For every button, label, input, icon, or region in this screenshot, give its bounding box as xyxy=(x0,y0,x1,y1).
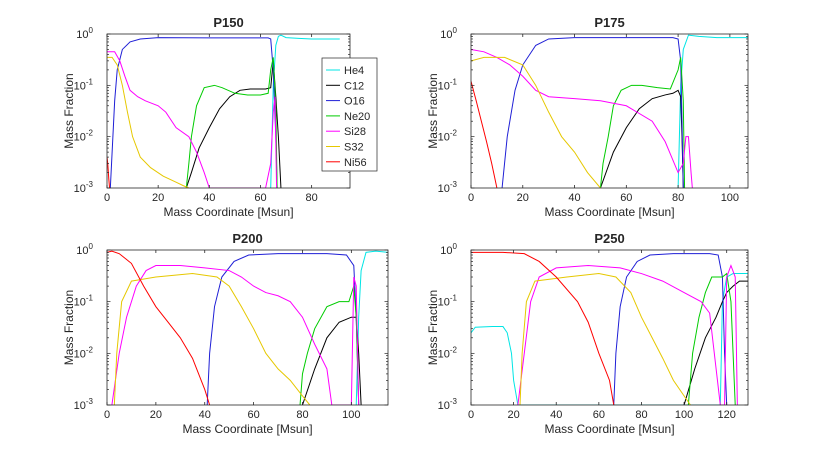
chart-panel-p200: 0 20 40 60 80 100 10-3 10-2 10-1 100 P200 Mass Coor… xyxy=(62,231,389,436)
x-tick-label: 100 xyxy=(675,409,693,421)
x-tick-label: 80 xyxy=(672,192,684,204)
y-axis-label: Mass Fraction xyxy=(426,290,440,365)
x-tick-label: 40 xyxy=(203,192,215,204)
x-tick-label: 20 xyxy=(517,192,529,204)
series-line-he4 xyxy=(355,250,388,405)
x-tick-label: 60 xyxy=(620,192,632,204)
series-line-ne20 xyxy=(599,57,686,188)
y-tick-label: 10-2 xyxy=(74,129,94,144)
x-tick-label: 20 xyxy=(152,192,164,204)
x-tick-label: 80 xyxy=(635,409,647,421)
legend-label-he4: He4 xyxy=(344,65,364,77)
series-line-ni56 xyxy=(471,81,498,188)
x-tick-label: 60 xyxy=(254,192,266,204)
series-line-ne20 xyxy=(299,285,360,405)
x-tick-label: 40 xyxy=(199,409,211,421)
x-tick-label: 60 xyxy=(593,409,605,421)
y-axis-label: Mass Fraction xyxy=(426,73,440,148)
y-tick-label: 100 xyxy=(440,242,457,257)
chart-title: P150 xyxy=(213,15,243,30)
y-tick-label: 100 xyxy=(440,26,457,41)
legend-label-o16: O16 xyxy=(344,96,365,108)
y-tick-label: 10-1 xyxy=(74,294,94,309)
series-line-c12 xyxy=(599,89,684,188)
x-tick-label: 120 xyxy=(718,409,736,421)
series-line-o16 xyxy=(613,253,728,405)
y-tick-label: 10-1 xyxy=(74,77,94,92)
axes-box xyxy=(470,249,749,406)
series-line-ne20 xyxy=(687,272,736,405)
plot-area xyxy=(107,250,388,405)
y-tick-label: 10-3 xyxy=(74,397,94,412)
axes-box xyxy=(106,249,389,406)
series-line-s32 xyxy=(113,273,311,405)
series-group xyxy=(107,34,340,188)
chart-title: P250 xyxy=(594,231,624,246)
x-tick-label: 0 xyxy=(104,409,110,421)
series-line-s32 xyxy=(471,56,601,188)
series-line-si28 xyxy=(471,48,693,188)
series-line-he4 xyxy=(677,34,748,188)
chart-panel-p150: 0 20 40 60 80 10-3 10-2 10-1 100 P150 Mass Coordin… xyxy=(62,15,378,219)
x-tick-label: 0 xyxy=(104,192,110,204)
y-axis-label: Mass Fraction xyxy=(62,73,76,148)
y-tick-label: 100 xyxy=(76,242,93,257)
chart-panel-p175: 0 20 40 60 80 100 10-3 10-2 10-1 100 P175 Mass Coor… xyxy=(426,15,749,219)
series-line-ne20 xyxy=(185,57,278,188)
x-axis-label: Mass Coordinate [Msun] xyxy=(544,205,674,219)
y-tick-label: 10-2 xyxy=(438,345,458,360)
series-line-s32 xyxy=(107,56,190,188)
plot-area xyxy=(471,34,748,188)
x-tick-label: 80 xyxy=(296,409,308,421)
x-axis-label: Mass Coordinate [Msun] xyxy=(163,205,293,219)
y-tick-label: 10-3 xyxy=(438,180,458,195)
legend-label-ni56: Ni56 xyxy=(344,157,367,169)
series-group xyxy=(107,250,388,405)
series-line-ni56 xyxy=(107,250,211,405)
series-group xyxy=(471,251,748,405)
x-tick-label: 100 xyxy=(342,409,360,421)
axes-box xyxy=(470,33,749,189)
x-tick-label: 40 xyxy=(550,409,562,421)
plot-area xyxy=(107,34,350,188)
x-tick-label: 20 xyxy=(507,409,519,421)
legend-label-ne20: Ne20 xyxy=(344,111,370,123)
legend: He4 C12 O16 Ne20 Si28 S32 Ni56 xyxy=(321,57,378,172)
x-axis-label: Mass Coordinate [Msun] xyxy=(544,422,674,436)
series-line-o16 xyxy=(109,37,278,188)
x-tick-label: 100 xyxy=(721,192,739,204)
series-line-o16 xyxy=(206,253,360,405)
y-axis-label: Mass Fraction xyxy=(62,290,76,365)
series-line-si28 xyxy=(107,51,278,188)
y-tick-label: 10-2 xyxy=(74,345,94,360)
x-tick-label: 0 xyxy=(468,409,474,421)
chart-panel-p250: 0 20 40 60 80 100 120 10-3 10-2 10-1 100 P250 Mass C… xyxy=(426,231,749,436)
x-tick-label: 0 xyxy=(468,192,474,204)
legend-label-si28: Si28 xyxy=(344,126,366,138)
series-group xyxy=(471,34,748,188)
y-tick-label: 10-1 xyxy=(438,294,458,309)
series-line-c12 xyxy=(302,316,362,405)
series-line-s32 xyxy=(519,273,691,405)
y-tick-label: 10-3 xyxy=(74,180,94,195)
x-tick-label: 20 xyxy=(150,409,162,421)
y-tick-label: 100 xyxy=(76,26,93,41)
series-line-si28 xyxy=(111,265,360,405)
y-tick-label: 10-3 xyxy=(438,397,458,412)
series-line-ni56 xyxy=(471,251,615,405)
x-tick-label: 40 xyxy=(568,192,580,204)
x-tick-label: 60 xyxy=(247,409,259,421)
x-axis-label: Mass Coordinate [Msun] xyxy=(182,422,312,436)
legend-box xyxy=(321,57,378,172)
y-tick-label: 10-2 xyxy=(438,129,458,144)
legend-label-c12: C12 xyxy=(344,80,364,92)
legend-label-s32: S32 xyxy=(344,142,364,154)
chart-title: P200 xyxy=(232,231,262,246)
series-line-c12 xyxy=(683,280,748,405)
x-tick-label: 80 xyxy=(306,192,318,204)
chart-title: P175 xyxy=(594,15,624,30)
y-tick-label: 10-1 xyxy=(438,77,458,92)
